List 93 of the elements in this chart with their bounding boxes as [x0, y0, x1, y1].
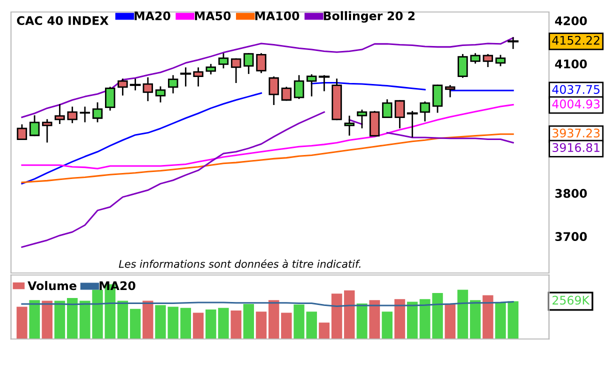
- candlestick: [394, 100, 405, 128]
- bar: [16, 306, 28, 339]
- line-series: [21, 37, 514, 118]
- bar: [130, 308, 141, 339]
- bar: [281, 312, 292, 339]
- candlestick: [470, 53, 480, 64]
- candlestick: [432, 84, 443, 113]
- legend-label: MA100: [255, 11, 300, 20]
- candlestick: [268, 76, 279, 106]
- candlestick: [180, 67, 192, 86]
- candlestick: [244, 53, 254, 74]
- candlestick: [356, 110, 368, 128]
- bar: [294, 304, 304, 339]
- bar: [444, 304, 456, 339]
- legend-label: MA20: [134, 11, 170, 20]
- text: 3916.81: [552, 143, 600, 152]
- candlestick: [458, 54, 468, 78]
- bar: [344, 290, 355, 339]
- y-tick-label: 4200: [555, 16, 587, 26]
- candlestick: [281, 86, 292, 101]
- bar: [268, 300, 280, 339]
- legend-label: MA50: [194, 11, 231, 20]
- candlestick: [218, 53, 229, 68]
- candlestick: [294, 75, 304, 99]
- candlestick: [16, 124, 28, 140]
- text: 4152.22: [552, 36, 600, 45]
- candlestick: [142, 77, 153, 102]
- candlestick: [318, 75, 330, 92]
- bar: [256, 312, 267, 339]
- candlestick: [67, 106, 78, 124]
- bar: [407, 302, 418, 339]
- bar: [230, 310, 242, 339]
- bar: [192, 312, 204, 339]
- candlestick: [406, 110, 418, 138]
- bar: [29, 300, 40, 339]
- bar: [382, 312, 393, 339]
- chart-title: CAC 40 INDEX: [16, 16, 108, 26]
- y-tick-label: 4100: [555, 59, 587, 68]
- bar: [482, 295, 494, 339]
- bar: [369, 300, 380, 339]
- text: 4004.93: [552, 100, 600, 108]
- candlestick: [508, 37, 519, 49]
- candlestick: [495, 54, 506, 66]
- line-series: [21, 133, 514, 184]
- bar: [66, 298, 78, 339]
- candlestick: [92, 102, 103, 122]
- line-series: [21, 104, 514, 170]
- bar: [495, 302, 506, 339]
- legend-label: MA20: [100, 281, 136, 290]
- bar: [243, 304, 254, 339]
- y-tick-label: 3700: [555, 232, 587, 241]
- bar: [54, 300, 66, 339]
- candlestick: [230, 58, 242, 84]
- candlestick: [482, 54, 494, 68]
- candlestick: [369, 110, 380, 137]
- bar: [470, 300, 481, 339]
- bar: [180, 308, 192, 339]
- candlestick: [344, 116, 354, 136]
- candlestick: [306, 74, 317, 96]
- bar: [356, 303, 368, 339]
- bar: [508, 301, 518, 339]
- bar: [206, 309, 216, 339]
- candlestick: [420, 101, 430, 122]
- candlestick: [80, 106, 90, 122]
- bar: [306, 312, 317, 339]
- annotation: Les informations sont données à titre indicatif.: [118, 259, 360, 268]
- candlestick: [105, 86, 116, 111]
- legend-label: Bollinger 20 2: [324, 11, 415, 23]
- text: 3937.23: [552, 128, 600, 138]
- text: 2569K: [552, 296, 590, 305]
- bar: [142, 300, 154, 339]
- bar: [117, 300, 128, 339]
- candlestick: [445, 85, 456, 98]
- candlestick: [382, 99, 392, 118]
- candlestick: [54, 104, 65, 124]
- bar: [331, 294, 342, 339]
- candlestick: [193, 67, 204, 86]
- candlestick: [168, 75, 178, 94]
- bar: [457, 290, 468, 339]
- candlestick: [29, 115, 40, 136]
- bar: [394, 299, 406, 339]
- candlestick: [130, 78, 141, 90]
- text: 4037.75: [552, 85, 600, 94]
- y-tick-label: 3800: [555, 188, 587, 198]
- candlestick: [206, 64, 216, 74]
- candlestick: [256, 53, 266, 74]
- candlestick: [118, 78, 128, 96]
- candlestick: [155, 86, 166, 102]
- legend-label: Volume: [28, 281, 76, 290]
- bar: [318, 322, 330, 339]
- bar: [218, 308, 229, 339]
- bar: [42, 300, 52, 339]
- candlestick: [42, 119, 52, 143]
